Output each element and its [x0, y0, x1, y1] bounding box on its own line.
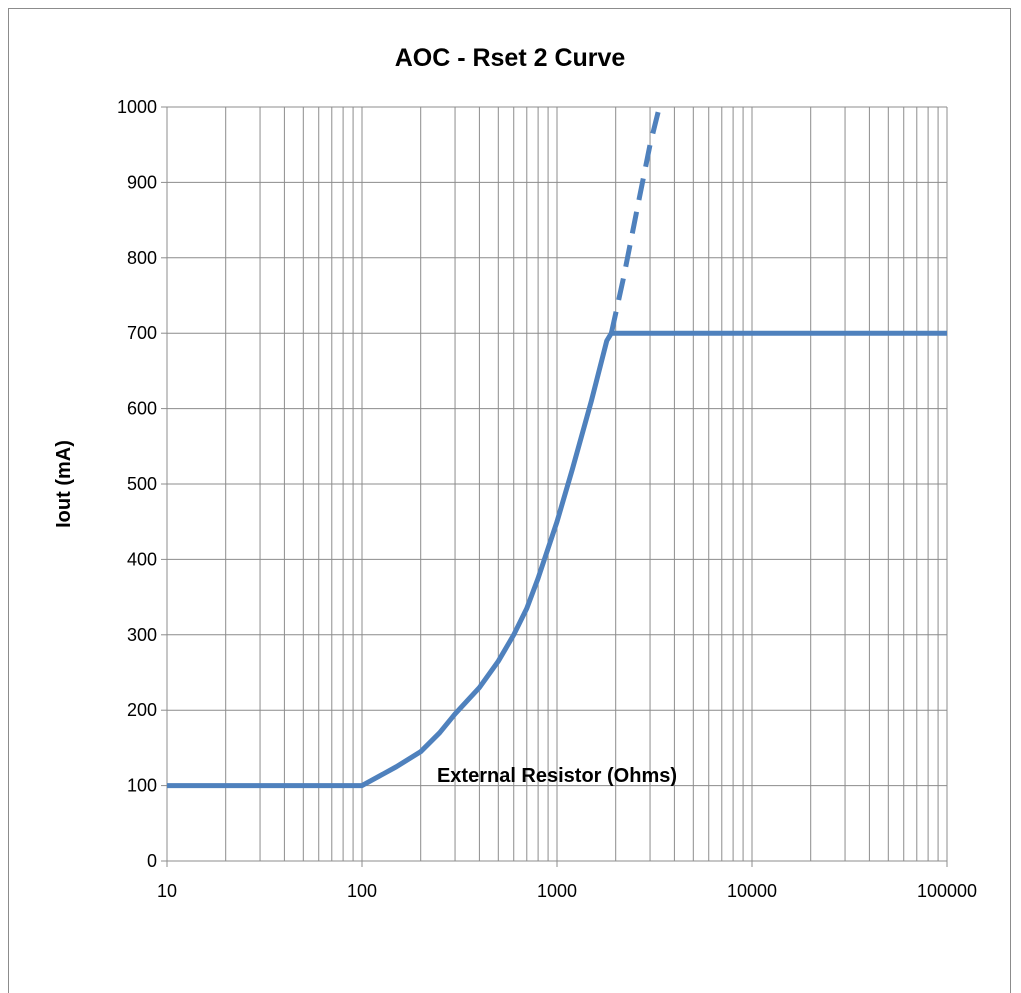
x-tick-label: 10: [157, 881, 177, 901]
series-line-dashed: [608, 106, 662, 334]
series-line-solid: [167, 330, 947, 789]
y-tick-label: 800: [127, 248, 157, 268]
y-tick-label: 100: [127, 776, 157, 796]
y-tick-label: 900: [127, 172, 157, 192]
y-tick-label: 400: [127, 549, 157, 569]
x-tick-label: 100000: [917, 881, 977, 901]
grid: [166, 106, 948, 862]
chart-title: AOC - Rset 2 Curve: [395, 44, 626, 72]
y-tick-label: 500: [127, 474, 157, 494]
series-layer: [167, 106, 947, 789]
x-axis-label: External Resistor (Ohms): [437, 765, 677, 787]
chart-frame: [8, 8, 1011, 993]
y-tick-label: 1000: [117, 97, 157, 117]
y-tick-label: 300: [127, 625, 157, 645]
y-tick-label: 0: [147, 851, 157, 871]
x-tick-label: 100: [347, 881, 377, 901]
x-tick-labels: 10 100 1000 10000 100000: [157, 881, 977, 901]
y-tick-label: 200: [127, 700, 157, 720]
x-tick-label: 10000: [727, 881, 777, 901]
y-axis-label: Iout (mA): [53, 440, 75, 528]
y-tick-labels: 0 100 200 300 400 500 600 700 800 900 1000: [117, 97, 157, 871]
y-tick-label: 700: [127, 323, 157, 343]
y-tick-label: 600: [127, 399, 157, 419]
x-tick-label: 1000: [537, 881, 577, 901]
axes: [161, 106, 948, 867]
